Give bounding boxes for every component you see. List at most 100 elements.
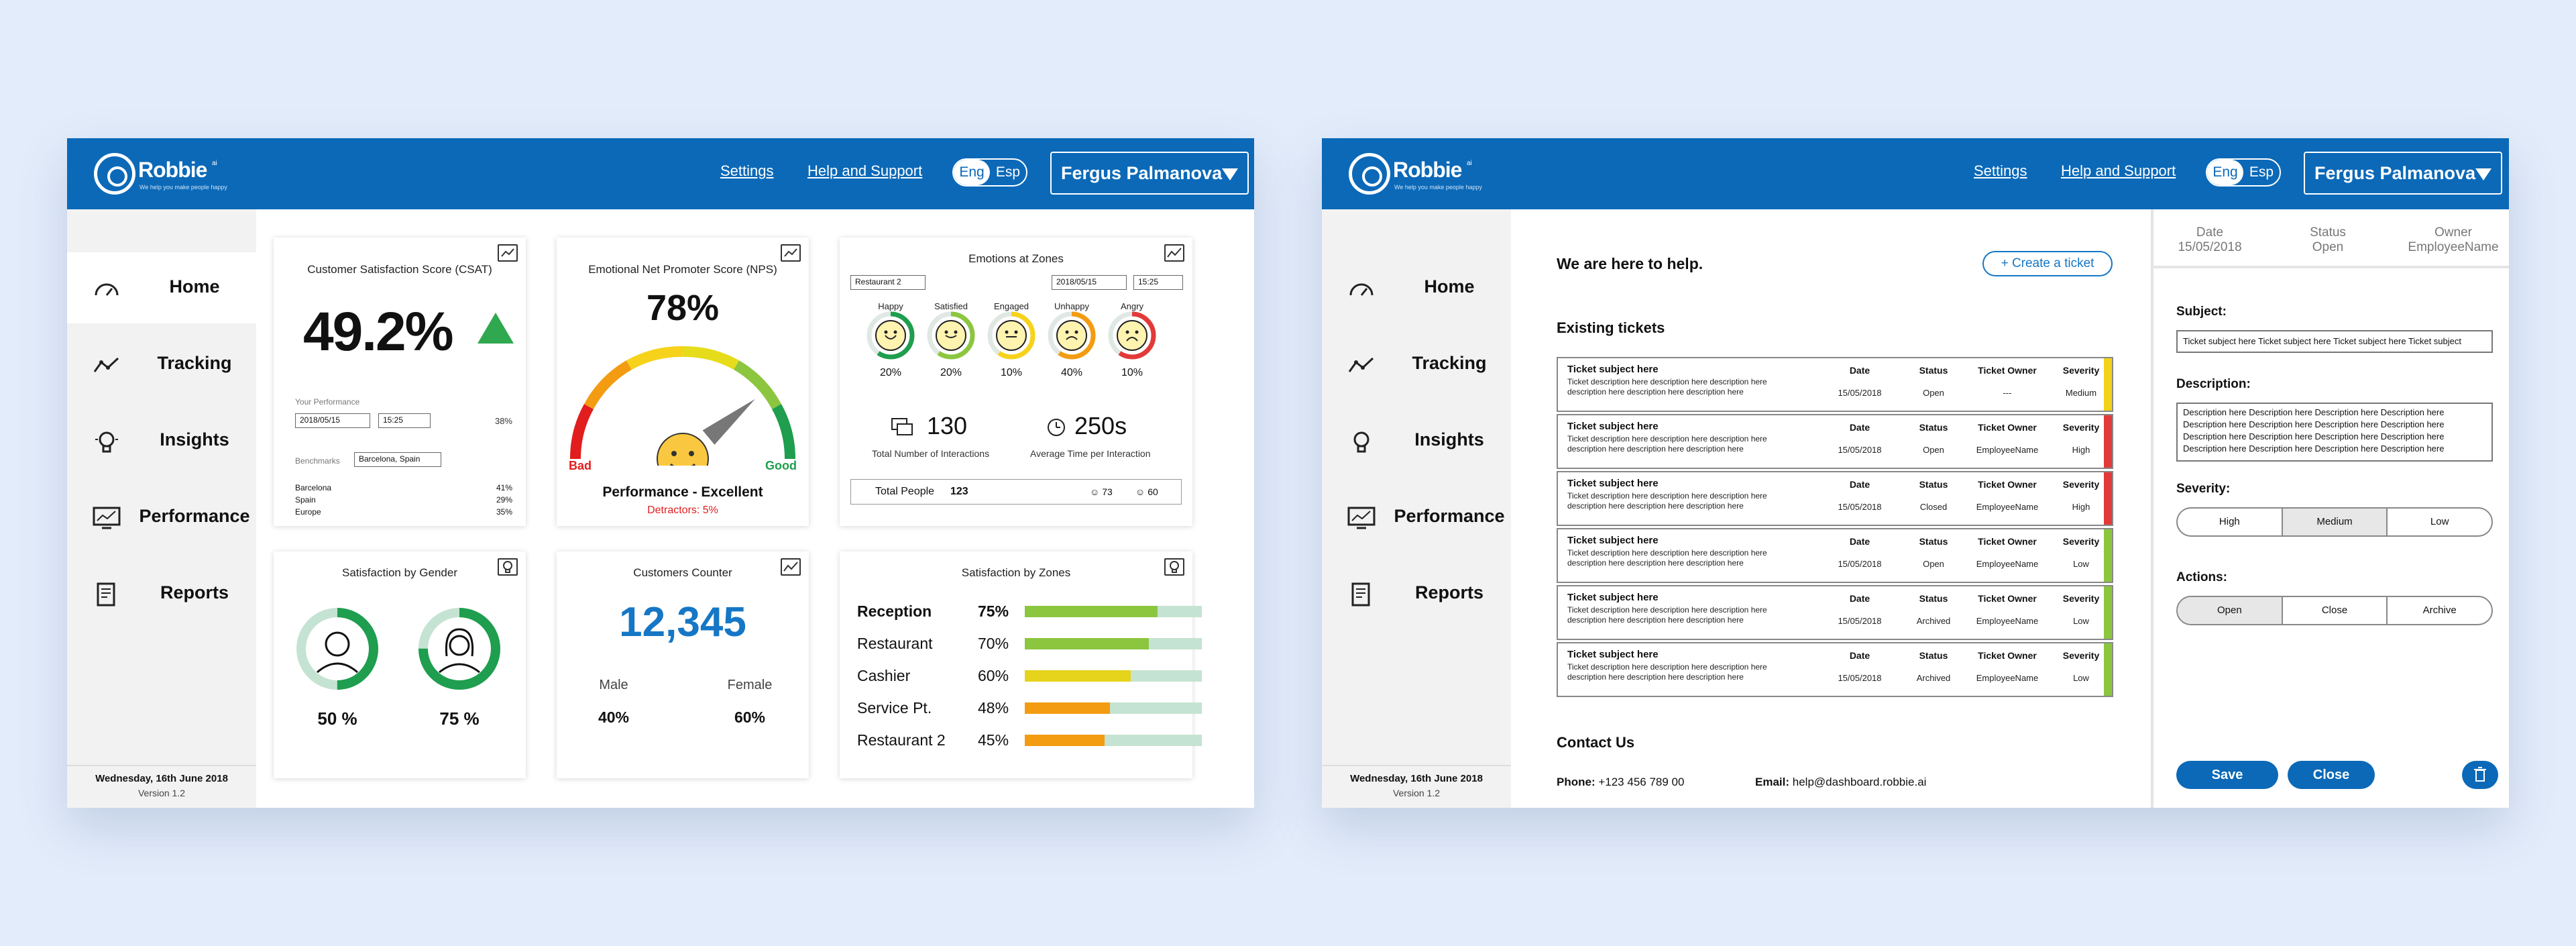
robbie-logo[interactable]: Robbie ai We help you make people happy <box>1349 153 1510 196</box>
settings-link[interactable]: Settings <box>1974 162 2027 179</box>
sidebar-item-performance[interactable]: Performance <box>67 482 256 553</box>
email-value[interactable]: help@dashboard.robbie.ai <box>1792 776 1927 788</box>
line-chart-icon[interactable] <box>781 558 801 576</box>
own-performance-pct: 38% <box>494 416 512 426</box>
language-toggle[interactable]: Eng Esp <box>952 158 1027 187</box>
create-ticket-button[interactable]: + Create a ticket <box>1982 251 2113 276</box>
gauge-needle <box>702 399 755 445</box>
lang-esp[interactable]: Esp <box>995 164 1021 180</box>
lightbulb-icon[interactable] <box>1164 558 1184 576</box>
severity-low[interactable]: Low <box>2430 516 2449 527</box>
language-toggle[interactable]: Eng Esp <box>2206 158 2281 187</box>
nps-detractors: Detractors: 5% <box>647 505 718 516</box>
benchmarks-select[interactable]: Barcelona, Spain <box>354 452 441 467</box>
sidebar-item-insights[interactable]: Insights <box>67 405 256 476</box>
description-input[interactable]: Description here Description here Descri… <box>2176 403 2493 462</box>
robbie-logo[interactable]: Robbie ai We help you make people happy <box>94 153 255 196</box>
avg-time-value: 250s <box>1074 412 1127 439</box>
column-header: Ticket Owner <box>1978 536 2037 547</box>
cell-value: Archived <box>1916 616 1951 626</box>
ticket-row[interactable]: Ticket subject here Ticket description he… <box>1557 471 2113 526</box>
user-menu[interactable]: Fergus Palmanova <box>1050 152 1249 195</box>
male-satisfaction-ring <box>296 608 378 690</box>
emotion-satisfied: Satisfied 20% <box>927 301 975 379</box>
zone-pct: 75% <box>978 602 1009 620</box>
monitor-chart-icon <box>1347 507 1376 529</box>
settings-link[interactable]: Settings <box>720 162 774 179</box>
severity-medium[interactable]: Medium <box>2282 509 2388 535</box>
subject-input[interactable]: Ticket subject here Ticket subject here … <box>2176 330 2493 353</box>
nps-card: Emotional Net Promoter Score (NPS) 78% B… <box>557 238 809 526</box>
emotion-pct: 40% <box>1060 367 1083 378</box>
delete-button[interactable] <box>2462 761 2498 789</box>
zone-pct: 48% <box>978 699 1009 717</box>
emotion-face-icon <box>1048 311 1096 360</box>
sidebar-item-home[interactable]: Home <box>1322 252 1511 323</box>
zone-pct: 70% <box>978 635 1009 652</box>
action-archive[interactable]: Archive <box>2422 605 2457 616</box>
cell-value: 15/05/2018 <box>1838 445 1882 455</box>
lang-eng[interactable]: Eng <box>954 160 990 185</box>
card-title: Satisfaction by Zones <box>961 566 1071 579</box>
sidebar-item-tracking[interactable]: Tracking <box>1322 329 1511 400</box>
ticket-col-owner: Ticket Owner EmployeeName <box>1970 472 2044 512</box>
total-people-value: 123 <box>950 486 968 497</box>
severity-color-strip <box>2104 643 2112 696</box>
ticket-col-owner: Ticket Owner EmployeeName <box>1970 529 2044 569</box>
sidebar-item-insights[interactable]: Insights <box>1322 405 1511 476</box>
male-avatar-icon <box>325 631 350 657</box>
zone-bar <box>1025 606 1202 617</box>
lightbulb-icon[interactable] <box>498 558 518 576</box>
user-name: Fergus Palmanova <box>2314 163 2476 183</box>
column-header: Date <box>1849 593 1870 604</box>
emotions-date-field[interactable]: 2018/05/15 <box>1052 275 1127 290</box>
severity-high[interactable]: High <box>2178 509 2283 535</box>
card-title: Emotions at Zones <box>968 252 1064 265</box>
action-close[interactable]: Close <box>2283 597 2388 624</box>
tracking-icon <box>93 357 119 372</box>
severity-selector[interactable]: High Medium Low <box>2176 507 2493 537</box>
ticket-subject: Ticket subject here <box>1567 535 1659 546</box>
ticket-row[interactable]: Ticket subject here Ticket description he… <box>1557 357 2113 412</box>
ticket-row[interactable]: Ticket subject here Ticket description he… <box>1557 585 2113 640</box>
lang-eng[interactable]: Eng <box>2207 160 2243 185</box>
help-support-link[interactable]: Help and Support <box>2061 162 2176 179</box>
monitor-chart-icon[interactable] <box>498 244 518 262</box>
nps-gauge <box>569 346 796 466</box>
sidebar-item-reports[interactable]: Reports <box>1322 558 1511 629</box>
cell-value: Low <box>2073 616 2089 626</box>
tracking-icon <box>1348 357 1374 372</box>
user-menu[interactable]: Fergus Palmanova <box>2304 152 2502 195</box>
help-support-link[interactable]: Help and Support <box>807 162 923 179</box>
sidebar-item-home[interactable]: Home <box>67 252 256 323</box>
emotion-face-icon <box>987 311 1035 360</box>
lang-esp[interactable]: Esp <box>2249 164 2274 180</box>
ticket-row[interactable]: Ticket subject here Ticket description he… <box>1557 528 2113 583</box>
line-chart-icon[interactable] <box>1164 244 1184 262</box>
sidebar-item-tracking[interactable]: Tracking <box>67 329 256 400</box>
save-button[interactable]: Save <box>2176 761 2278 789</box>
monitor-chart-icon <box>93 507 121 529</box>
sidebar-item-performance[interactable]: Performance <box>1322 482 1511 553</box>
ticket-subject: Ticket subject here <box>1567 478 1659 489</box>
actions-selector[interactable]: Open Close Archive <box>2176 596 2493 625</box>
sidebar-item-reports[interactable]: Reports <box>67 558 256 629</box>
cell-value: EmployeeName <box>1976 559 2039 569</box>
count-value: 60 <box>1147 486 1158 497</box>
zone-select[interactable]: Restaurant 2 <box>850 275 926 290</box>
action-open[interactable]: Open <box>2178 597 2283 624</box>
sidebar-item-label: Reports <box>160 582 229 602</box>
ticket-col-owner: Ticket Owner --- <box>1970 358 2044 398</box>
monitor-chart-icon[interactable] <box>781 244 801 262</box>
csat-time-field[interactable]: 15:25 <box>378 413 431 428</box>
sidebar-item-label: Home <box>1424 276 1475 297</box>
ticket-row[interactable]: Ticket subject here Ticket description he… <box>1557 414 2113 469</box>
close-button[interactable]: Close <box>2288 761 2375 789</box>
emotions-time-field[interactable]: 15:25 <box>1133 275 1183 290</box>
ticket-row[interactable]: Ticket subject here Ticket description he… <box>1557 642 2113 697</box>
sidebar-item-label: Insights <box>1414 429 1484 450</box>
cell-value: EmployeeName <box>1976 502 2039 512</box>
zone-bar-fill <box>1025 638 1149 649</box>
csat-date-field[interactable]: 2018/05/15 <box>295 413 370 428</box>
column-header: Ticket Owner <box>1978 365 2037 376</box>
